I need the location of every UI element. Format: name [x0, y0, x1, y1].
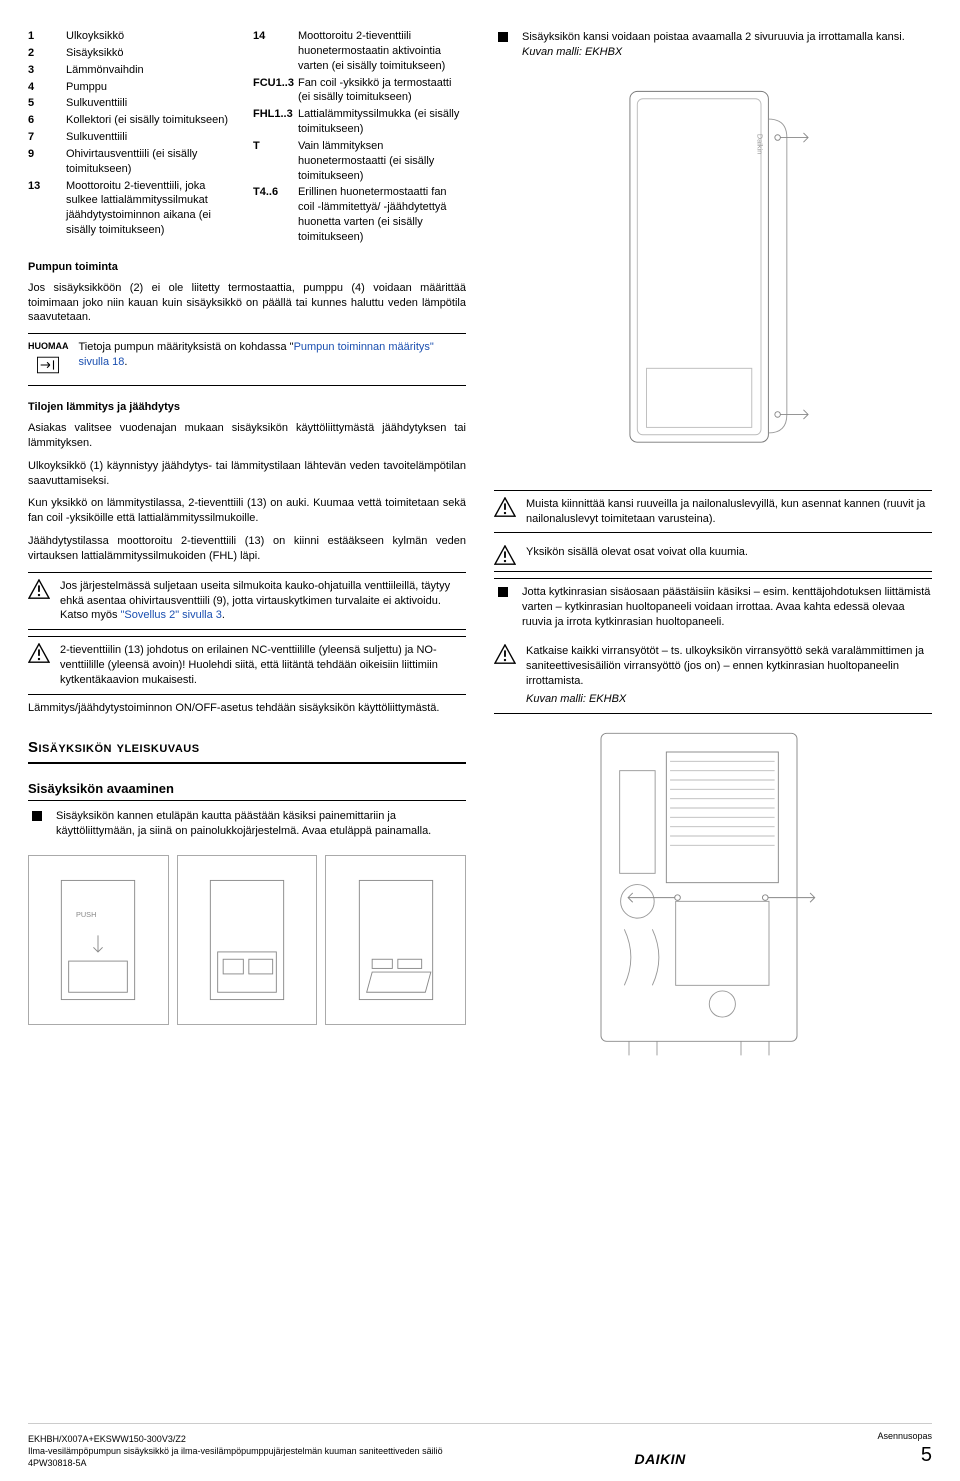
flap-figure-2: [177, 855, 318, 1025]
square-bullet-icon: [32, 811, 42, 821]
opening-heading: Sisäyksikön avaaminen: [28, 780, 466, 802]
svg-text:Daikin: Daikin: [755, 134, 764, 155]
footer-desc: Ilma-vesilämpöpumpun sisäyksikkö ja ilma…: [28, 1445, 443, 1457]
hand-point-icon: [37, 356, 59, 379]
switchbox-body: Jotta kytkinrasian sisäosaan päästäisiin…: [522, 585, 932, 630]
warning-triangle-icon: [28, 579, 50, 599]
heat-cool-heading: Tilojen lämmitys ja jäähdytys: [28, 400, 466, 415]
warning-triangle-icon: [494, 644, 516, 664]
warning-triangle-icon: [28, 643, 50, 663]
bullet-row-cover: Sisäyksikön kansi voidaan poistaa avaama…: [494, 28, 932, 68]
warn1-link: "Sovellus 2" sivulla 3: [121, 609, 222, 621]
bullet-row-opening: Sisäyksikön kannen etuläpän kautta pääst…: [28, 807, 466, 847]
model-label-2: Kuvan malli: EKHBX: [526, 692, 932, 707]
page-number: 5: [877, 1442, 932, 1469]
footer-code: EKHBH/X007A+EKSWW150-300V3/Z2: [28, 1433, 443, 1445]
hc-p2: Ulkoyksikkö (1) käynnistyy jäähdytys- ta…: [28, 459, 466, 489]
note-box: HUOMAA Tietoja pumpun määrityksistä on k…: [28, 333, 466, 386]
warning-1-body: Jos järjestelmässä suljetaan useita silm…: [60, 579, 466, 624]
note-body: Tietoja pumpun määrityksistä on kohdassa…: [79, 340, 467, 379]
hot-body: Yksikön sisällä olevat osat voivat olla …: [526, 545, 748, 560]
footer-doc: 4PW30818-5A: [28, 1457, 443, 1469]
legend-right-table: 14Moottoroitu 2-tieventtiili huonetermos…: [253, 28, 466, 246]
hc-p4: Jäähdytystilassa moottoroitu 2-tieventti…: [28, 534, 466, 564]
hc-p5: Lämmitys/jäähdytystoiminnon ON/OFF-asetu…: [28, 701, 466, 716]
warning-row-power: Katkaise kaikki virransyötöt – ts. ulkoy…: [494, 638, 932, 714]
unit-outer-figure: Daikin: [494, 76, 932, 476]
legend-left-table: 1Ulkoyksikkö 2Sisäyksikkö 3Lämmönvaihdin…: [28, 28, 241, 239]
cover-body: Sisäyksikön kansi voidaan poistaa avaama…: [522, 30, 905, 45]
flap-figure-3: [325, 855, 466, 1025]
hc-p1: Asiakas valitsee vuodenajan mukaan sisäy…: [28, 421, 466, 451]
power-body: Katkaise kaikki virransyötöt – ts. ulkoy…: [526, 644, 932, 689]
overview-heading: Sisäyksikön yleiskuvaus: [28, 738, 466, 764]
opening-body: Sisäyksikön kannen etuläpän kautta pääst…: [56, 809, 466, 839]
hc-p3: Kun yksikkö on lämmitystilassa, 2-tieven…: [28, 496, 466, 526]
unit-inner-figure: [494, 722, 932, 1062]
warning-row-1: Jos järjestelmässä suljetaan useita silm…: [28, 572, 466, 631]
square-bullet-icon: [498, 587, 508, 597]
warning-row-cover-screws: Muista kiinnittää kansi ruuveilla ja nai…: [494, 490, 932, 534]
flap-figure-row: PUSH: [28, 855, 466, 1025]
svg-text:PUSH: PUSH: [76, 910, 96, 919]
note-label: HUOMAA: [28, 340, 69, 352]
page-footer: EKHBH/X007A+EKSWW150-300V3/Z2 Ilma-vesil…: [28, 1423, 932, 1469]
bullet-row-switchbox: Jotta kytkinrasian sisäosaan päästäisiin…: [494, 578, 932, 638]
warning-row-2: 2-tieventtiilin (13) johdotus on erilain…: [28, 636, 466, 695]
warning-triangle-icon: [494, 545, 516, 565]
pump-op-para: Jos sisäyksikköön (2) ei ole liitetty te…: [28, 281, 466, 326]
footer-doctype: Asennusopas: [877, 1430, 932, 1442]
cover-screws-body: Muista kiinnittää kansi ruuveilla ja nai…: [526, 497, 932, 527]
brand-logo: DAIKIN: [634, 1450, 685, 1469]
warning-row-hot: Yksikön sisällä olevat osat voivat olla …: [494, 539, 932, 572]
flap-figure-1: PUSH: [28, 855, 169, 1025]
square-bullet-icon: [498, 32, 508, 42]
model-label-1: Kuvan malli: EKHBX: [522, 45, 905, 60]
pump-op-heading: Pumpun toiminta: [28, 260, 466, 275]
warning-2-body: 2-tieventtiilin (13) johdotus on erilain…: [60, 643, 466, 688]
warning-triangle-icon: [494, 497, 516, 517]
